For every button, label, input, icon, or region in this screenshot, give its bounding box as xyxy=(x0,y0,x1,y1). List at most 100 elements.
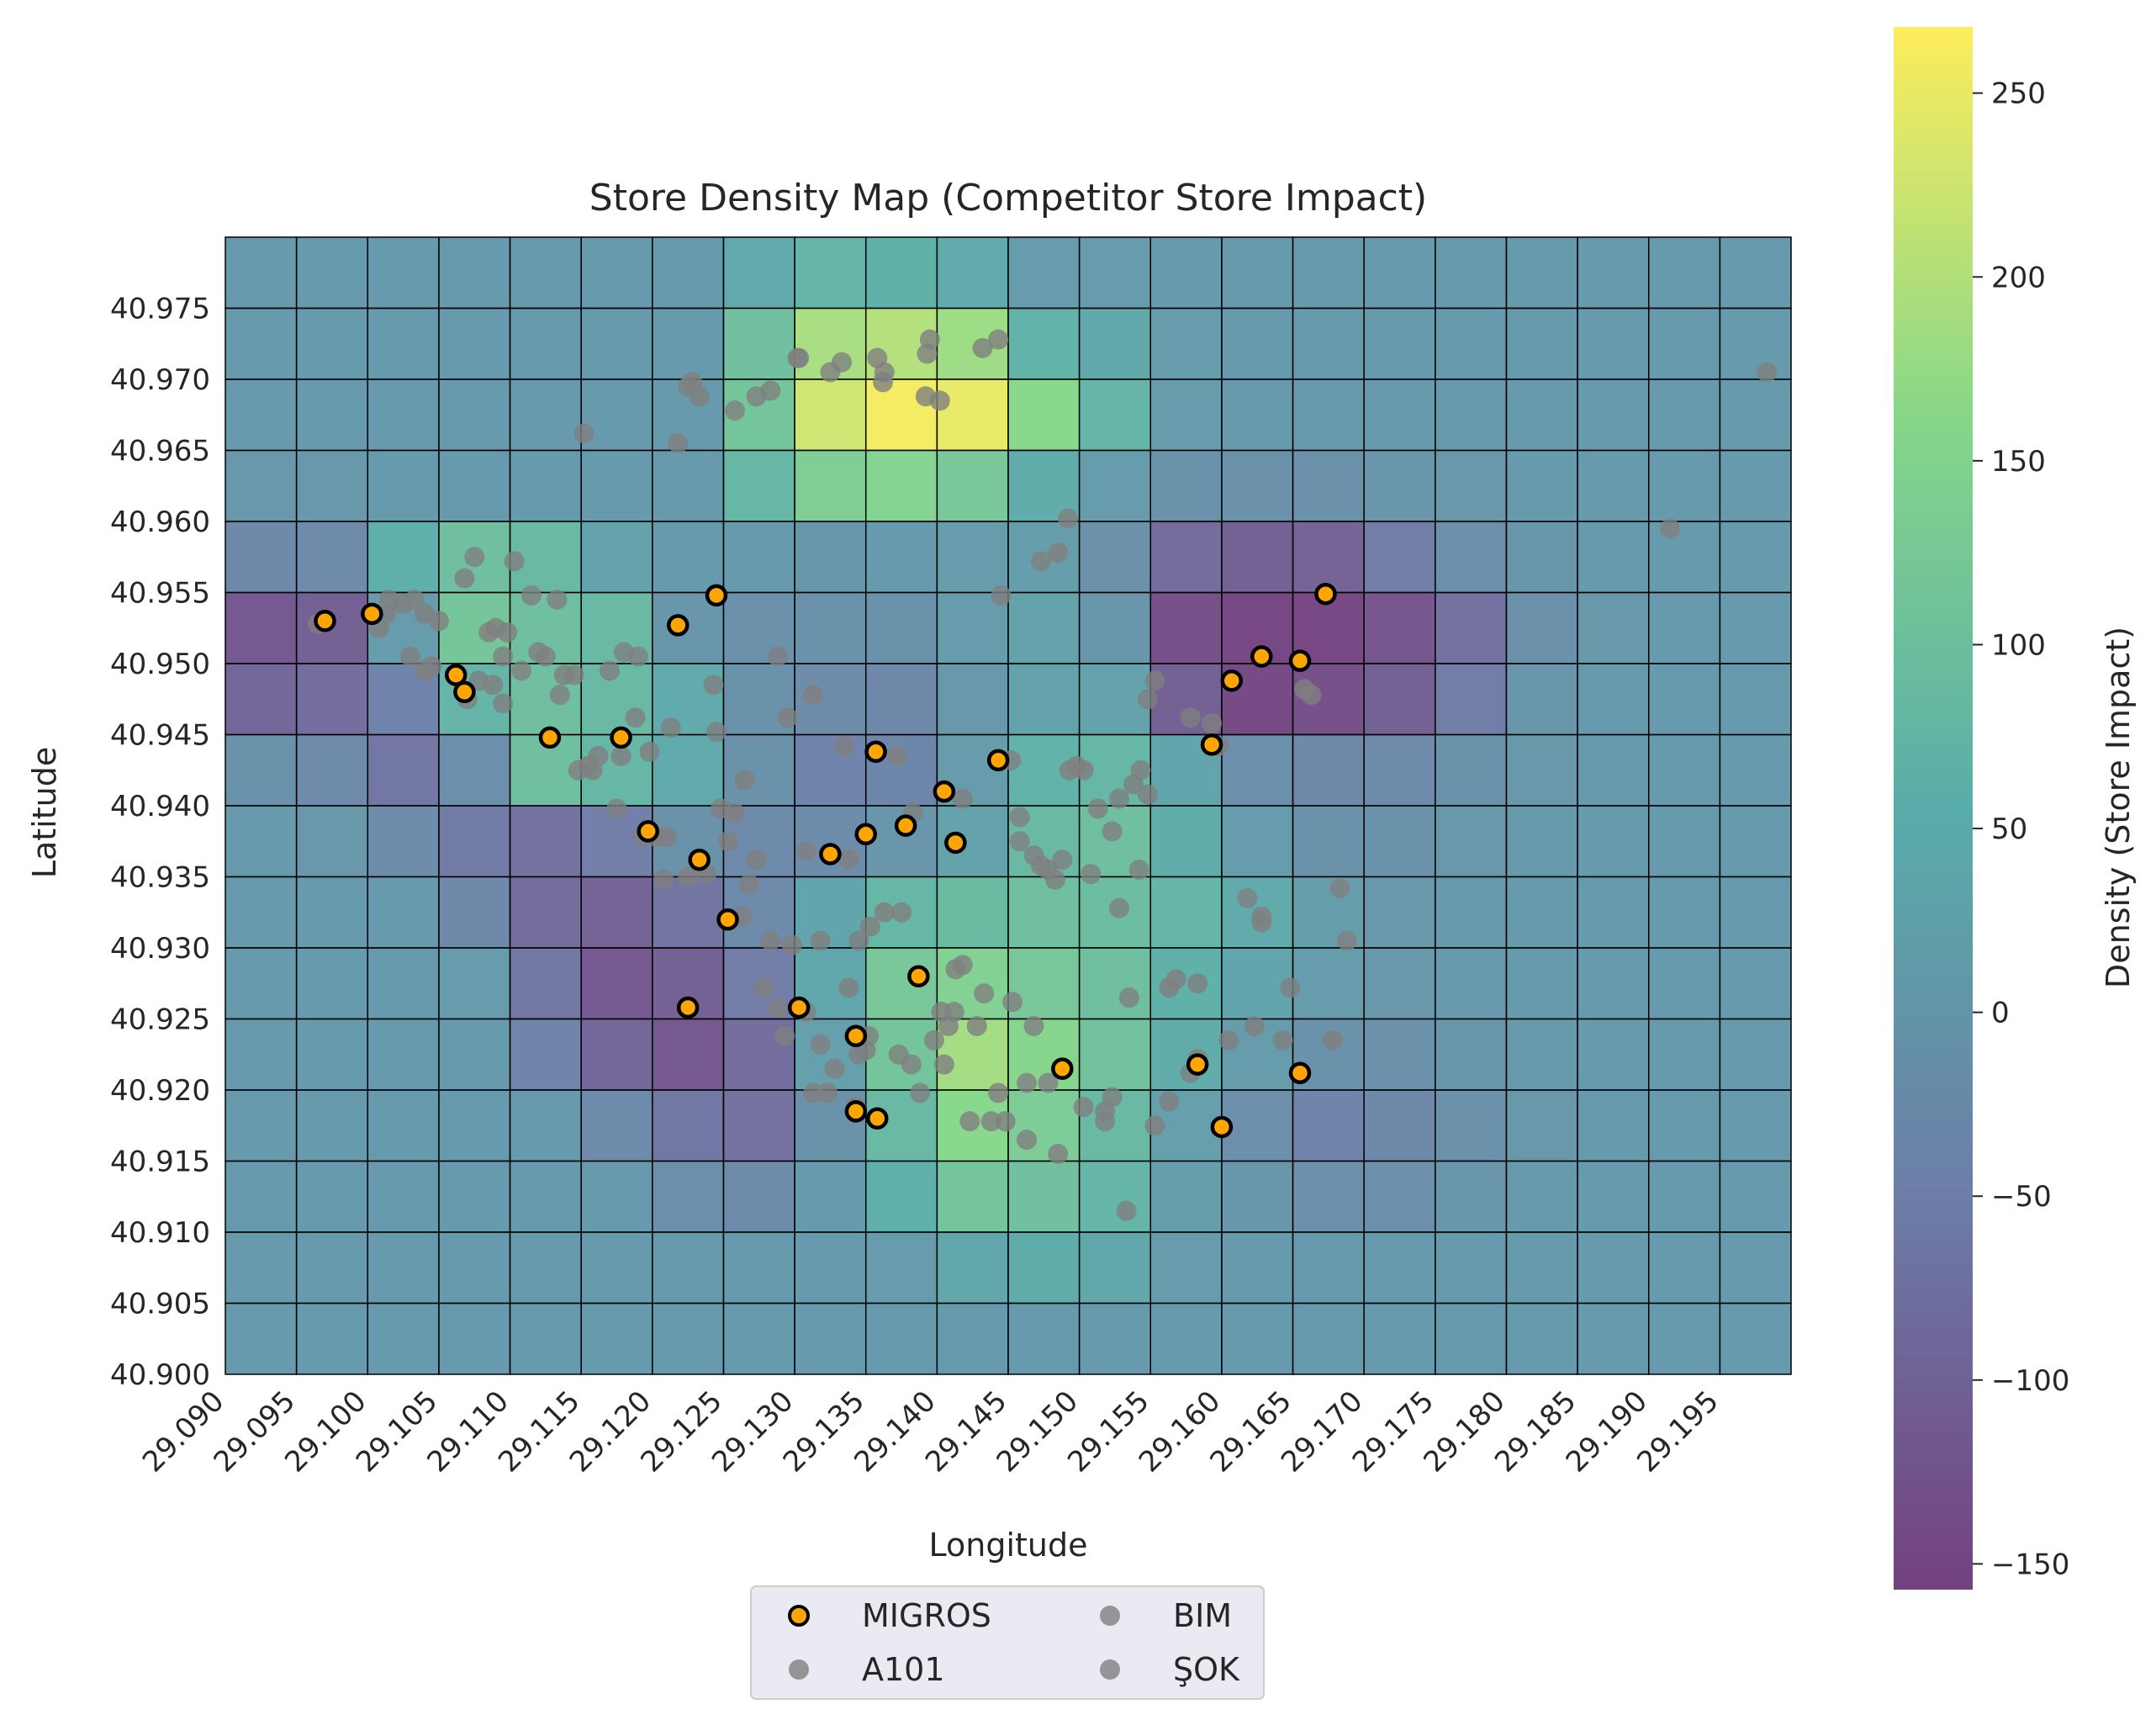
store-point-sok xyxy=(817,1082,838,1103)
heatmap-cell xyxy=(367,1160,440,1233)
heatmap-cell xyxy=(722,521,795,594)
store-point-a101 xyxy=(454,568,475,589)
heatmap-cell xyxy=(652,1302,725,1375)
store-point-sok xyxy=(874,362,895,383)
heatmap-cell xyxy=(1435,1302,1508,1375)
heatmap-cell xyxy=(1149,591,1223,664)
store-point-migros xyxy=(907,965,930,988)
store-point-migros xyxy=(688,848,711,871)
store-point-bim xyxy=(995,1111,1016,1132)
heatmap-cell xyxy=(1577,591,1650,664)
y-tick-label: 40.915 xyxy=(110,1146,210,1179)
store-point-bim xyxy=(1023,845,1044,866)
heatmap-cell xyxy=(1221,1231,1294,1305)
heatmap-cell xyxy=(1363,1018,1436,1091)
heatmap-cell xyxy=(1505,805,1578,878)
heatmap-cell xyxy=(794,1160,867,1233)
heatmap-cell xyxy=(864,1302,938,1375)
heatmap-cell xyxy=(509,876,582,949)
store-point-sok xyxy=(404,589,425,610)
heatmap-cell xyxy=(936,1302,1009,1375)
heatmap-cell xyxy=(438,307,511,380)
heatmap-cell xyxy=(1078,1018,1152,1091)
heatmap-cell xyxy=(438,1160,511,1233)
heatmap-cell xyxy=(1149,1302,1223,1375)
store-point-a101 xyxy=(1329,878,1350,899)
heatmap-cell xyxy=(438,236,511,310)
heatmap-cell xyxy=(864,591,938,664)
heatmap-cell xyxy=(1363,591,1436,664)
store-point-bim xyxy=(1294,679,1315,700)
heatmap-cell xyxy=(1221,1160,1294,1233)
legend-label-a101: A101 xyxy=(862,1651,945,1688)
heatmap-cell xyxy=(1292,236,1365,310)
heatmap-cell xyxy=(1647,307,1721,380)
heatmap-cell xyxy=(652,236,725,310)
store-point-bim xyxy=(753,977,774,998)
heatmap-cell xyxy=(225,521,298,594)
store-point-a101 xyxy=(972,337,993,358)
colorbar-tick-label: 0 xyxy=(1991,997,2010,1030)
heatmap-cell xyxy=(1007,876,1081,949)
store-point-bim xyxy=(838,977,859,998)
colorbar-ticks: 250 200 150 100 50 0 −50 −100 −150 xyxy=(1973,77,2069,1581)
heatmap-cell xyxy=(438,449,511,522)
store-point-sok xyxy=(746,386,767,407)
heatmap-cell xyxy=(652,1231,725,1305)
heatmap-cell xyxy=(1505,1089,1578,1162)
heatmap-cell xyxy=(509,307,582,380)
heatmap-cell xyxy=(1221,449,1294,522)
heatmap-cell xyxy=(1505,876,1578,949)
y-tick-label: 40.930 xyxy=(110,932,210,966)
store-point-a101 xyxy=(1336,930,1357,951)
heatmap-cell xyxy=(1719,521,1792,594)
heatmap-cell xyxy=(1577,663,1650,736)
heatmap-cell xyxy=(1007,591,1081,664)
heatmap-cell xyxy=(1078,307,1152,380)
heatmap-cell xyxy=(367,876,440,949)
heatmap-cell xyxy=(1078,1231,1152,1305)
store-point-a101 xyxy=(838,849,859,871)
heatmap-cell xyxy=(225,591,298,664)
store-point-a101 xyxy=(1017,1072,1038,1093)
store-point-a101 xyxy=(734,770,755,791)
heatmap-cell xyxy=(1292,1089,1365,1162)
heatmap-cell xyxy=(722,236,795,310)
store-point-a101 xyxy=(1128,860,1149,881)
heatmap-cell xyxy=(367,1089,440,1162)
heatmap-cell xyxy=(1719,307,1792,380)
store-point-migros xyxy=(667,614,690,637)
store-point-bim xyxy=(886,745,907,766)
store-point-migros xyxy=(610,726,632,749)
heatmap-cell xyxy=(1149,236,1223,310)
y-tick-label: 40.965 xyxy=(110,435,210,468)
store-point-a101 xyxy=(1009,807,1030,828)
heatmap-cell xyxy=(1647,733,1721,807)
heatmap-cell xyxy=(367,236,440,310)
heatmap-cell xyxy=(1078,236,1152,310)
store-point-sok xyxy=(653,869,674,890)
heatmap-cell xyxy=(1577,521,1650,594)
x-tick-label: 29.195 xyxy=(1630,1384,1725,1479)
heatmap-cell xyxy=(1719,876,1792,949)
store-point-migros xyxy=(787,996,811,1019)
heatmap-cell xyxy=(509,805,582,878)
store-point-migros xyxy=(844,1024,868,1048)
store-point-migros xyxy=(1200,733,1223,756)
store-point-migros xyxy=(894,814,917,837)
heatmap-cell xyxy=(652,1018,725,1091)
heatmap-cell xyxy=(794,591,867,664)
x-axis-ticks: 29.09029.09529.10029.10529.11029.11529.1… xyxy=(136,1384,1725,1479)
heatmap-cell xyxy=(1647,663,1721,736)
heatmap-cell xyxy=(1647,1018,1721,1091)
heatmap-cell xyxy=(794,1302,867,1375)
heatmap-cell xyxy=(1221,1302,1294,1375)
store-point-sok xyxy=(988,1082,1009,1103)
heatmap-cell xyxy=(1292,1160,1365,1233)
heatmap-cell xyxy=(1435,805,1508,878)
store-point-a101 xyxy=(1038,1072,1059,1093)
heatmap-cell xyxy=(1007,1302,1081,1375)
store-point-migros xyxy=(676,996,700,1019)
heatmap-cell xyxy=(1149,307,1223,380)
heatmap-cell xyxy=(367,947,440,1020)
